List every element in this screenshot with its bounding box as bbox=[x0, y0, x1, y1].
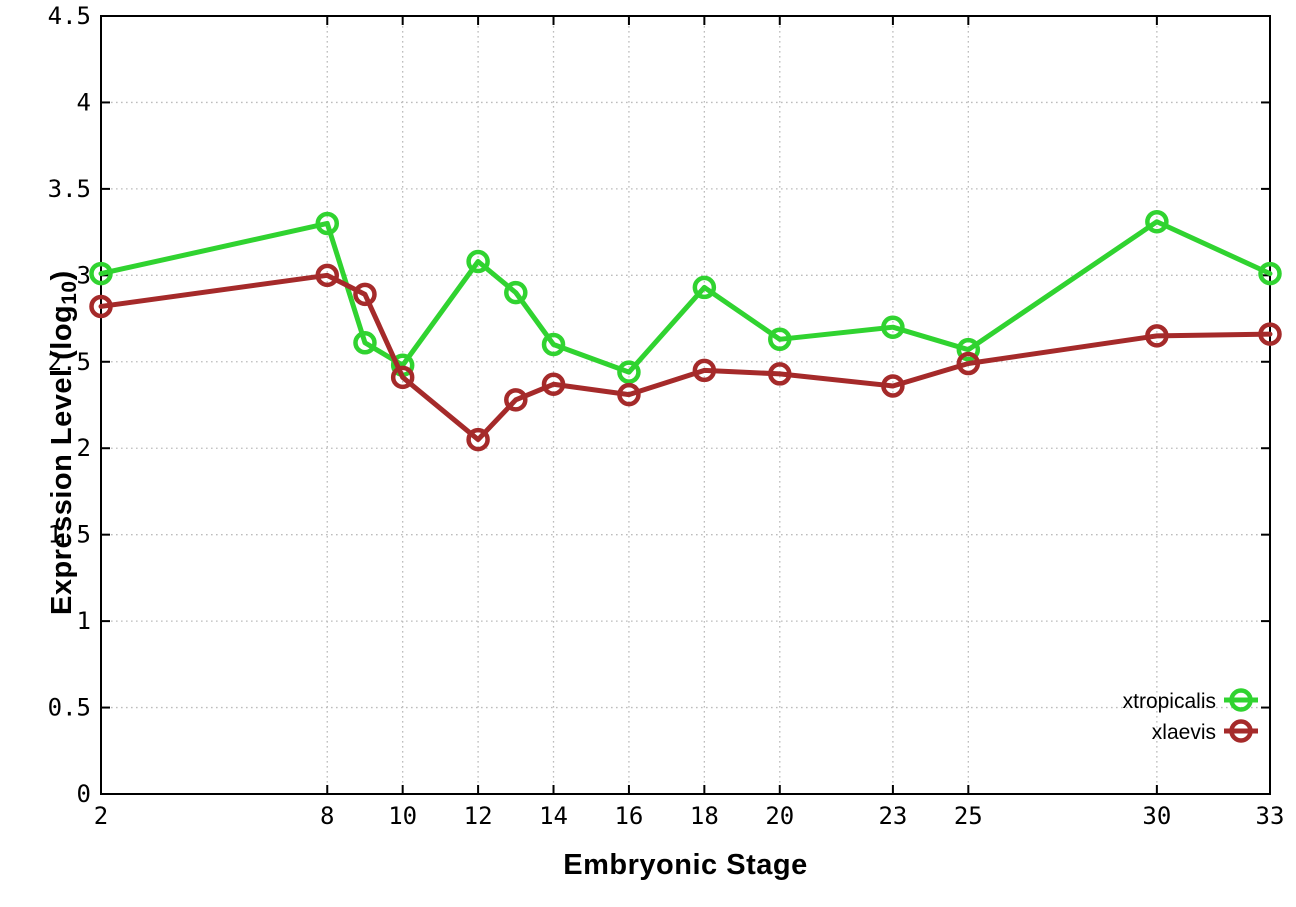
data-point-xtropicalis bbox=[1258, 261, 1282, 286]
data-point-xlaevis bbox=[353, 282, 377, 307]
data-point-xtropicalis bbox=[768, 327, 792, 352]
data-point-xlaevis bbox=[617, 382, 641, 407]
x-tick-label: 25 bbox=[954, 802, 983, 830]
data-point-xlaevis bbox=[768, 362, 792, 386]
x-tick-label: 14 bbox=[539, 802, 568, 830]
x-tick-label: 16 bbox=[614, 802, 643, 830]
y-tick-label: 1 bbox=[77, 607, 91, 635]
y-tick-label: 2.5 bbox=[48, 348, 91, 376]
series-xlaevis bbox=[89, 263, 1282, 452]
data-point-xlaevis bbox=[541, 372, 566, 397]
series-line-xlaevis bbox=[98, 272, 1273, 443]
data-point-xtropicalis bbox=[353, 331, 377, 355]
data-point-xtropicalis bbox=[1145, 209, 1169, 234]
legend-sample-marker-xtropicalis bbox=[1229, 688, 1253, 712]
data-point-xlaevis bbox=[692, 358, 717, 383]
x-tick-label: 23 bbox=[878, 802, 907, 830]
data-point-xlaevis bbox=[1145, 324, 1169, 348]
plot-border bbox=[100, 15, 1271, 795]
data-point-xtropicalis bbox=[881, 315, 905, 339]
y-tick-label: 4 bbox=[77, 88, 91, 116]
y-tick-label: 3.5 bbox=[48, 175, 91, 203]
legend-label-xlaevis: xlaevis bbox=[1152, 721, 1216, 744]
grid-lines bbox=[100, 15, 1271, 795]
x-axis-title: Embryonic Stage bbox=[563, 849, 808, 881]
data-point-xtropicalis bbox=[541, 332, 566, 357]
x-tick-label: 2 bbox=[94, 802, 108, 830]
data-point-xlaevis bbox=[956, 351, 981, 376]
data-point-xtropicalis bbox=[956, 337, 981, 362]
data-point-xlaevis bbox=[390, 365, 415, 390]
data-point-xtropicalis bbox=[692, 275, 717, 300]
legend-sample-marker-xlaevis bbox=[1229, 719, 1253, 743]
data-point-xtropicalis bbox=[504, 280, 528, 305]
x-tick-label: 18 bbox=[690, 802, 719, 830]
legend-entry-xtropicalis: xtropicalis bbox=[1123, 688, 1258, 713]
y-tick-label: 1.5 bbox=[48, 521, 91, 549]
data-point-xtropicalis bbox=[89, 261, 113, 286]
y-axis-title-suffix: ) bbox=[46, 270, 78, 281]
y-tick-label: 2 bbox=[77, 434, 91, 462]
data-point-xtropicalis bbox=[315, 211, 340, 236]
legend-label-xtropicalis: xtropicalis bbox=[1123, 690, 1216, 713]
y-axis-title-subscript: 10 bbox=[58, 280, 82, 305]
data-point-xlaevis bbox=[881, 374, 905, 398]
x-tick-label: 12 bbox=[464, 802, 493, 830]
x-tick-label: 20 bbox=[765, 802, 794, 830]
x-tick-label: 30 bbox=[1142, 802, 1171, 830]
x-tick-label: 10 bbox=[388, 802, 417, 830]
series-line-xtropicalis bbox=[98, 219, 1273, 375]
y-tick-label: 0 bbox=[77, 780, 91, 808]
y-tick-label: 4.5 bbox=[48, 2, 91, 30]
data-point-xlaevis bbox=[504, 388, 528, 412]
data-point-xlaevis bbox=[1258, 322, 1282, 346]
legend: xtropicalis xlaevis bbox=[1123, 688, 1258, 744]
data-point-xtropicalis bbox=[466, 249, 490, 274]
y-axis-title-text: Expression Level (log bbox=[46, 304, 78, 615]
x-tick-label: 8 bbox=[320, 802, 334, 830]
y-tick-label: 0.5 bbox=[48, 694, 91, 722]
x-tick-labels: 2 8 10 12 14 16 18 20 23 25 30 33 bbox=[94, 802, 1285, 830]
legend-entry-xlaevis: xlaevis bbox=[1152, 719, 1258, 744]
axis-ticks bbox=[100, 15, 1271, 795]
y-axis-title: Expression Level (log10) bbox=[46, 270, 82, 615]
x-tick-label: 33 bbox=[1256, 802, 1285, 830]
y-tick-label: 3 bbox=[77, 261, 91, 289]
data-point-xlaevis bbox=[466, 427, 490, 452]
series-xtropicalis bbox=[89, 209, 1282, 384]
y-tick-labels: 0 0.5 1 1.5 2 2.5 3 3.5 4 4.5 bbox=[48, 2, 91, 808]
data-point-xlaevis bbox=[315, 263, 340, 288]
data-point-xlaevis bbox=[89, 294, 113, 319]
data-point-xtropicalis bbox=[617, 360, 641, 384]
